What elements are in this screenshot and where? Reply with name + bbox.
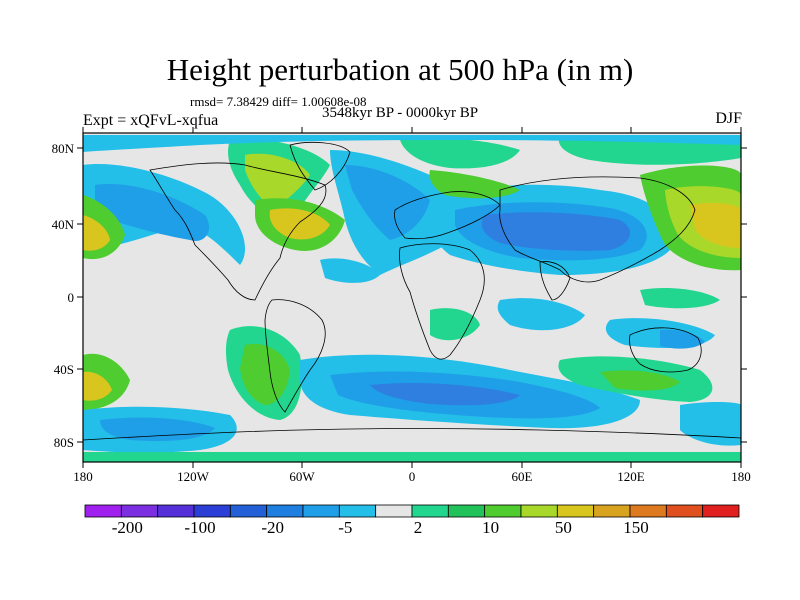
colorbar-label: 2 <box>414 518 423 537</box>
colorbar-label: 50 <box>555 518 572 537</box>
coastlines <box>83 141 741 441</box>
coast-north-america <box>149 162 327 301</box>
lon-label: 180 <box>731 469 751 484</box>
lon-label: 60E <box>512 469 533 484</box>
coast-asia <box>499 176 696 283</box>
positive-region-south-rim <box>83 452 741 462</box>
colorbar-swatch <box>84 504 122 518</box>
colorbar-label: 10 <box>482 518 499 537</box>
colorbar-swatch <box>593 504 631 518</box>
lon-label: 120W <box>177 469 210 484</box>
negative-region-satl-core <box>370 383 520 406</box>
map-title: Height perturbation at 500 hPa (in m) <box>166 52 634 87</box>
colorbar-swatch <box>229 504 268 518</box>
lon-label: 180 <box>73 469 93 484</box>
lat-label: 40S <box>54 362 74 377</box>
coast-europe <box>394 191 501 240</box>
positive-region-epacific-core <box>83 215 110 251</box>
positive-region-siberia <box>429 170 520 199</box>
colorbar-swatch <box>665 504 704 518</box>
negative-region-spac-east <box>680 401 741 446</box>
negative-region-npacific-core <box>95 184 210 241</box>
colorbar-swatch <box>193 504 231 518</box>
lon-label: 120E <box>617 469 645 484</box>
negative-region-tropics-pac-core <box>660 329 705 349</box>
positive-region-spac-west-core <box>83 371 112 401</box>
negative-region-atlantic-core <box>345 165 430 240</box>
positive-region-wpacific-core <box>690 202 741 248</box>
negative-region-spac-core <box>100 417 215 442</box>
colorbar-swatch <box>556 504 595 518</box>
contour-field <box>83 133 741 462</box>
colorbar-swatch <box>447 504 486 518</box>
colorbar-swatch <box>520 504 558 518</box>
experiment-label: Expt = xQFvL-xqfua <box>83 112 219 129</box>
positive-region-arctic <box>400 138 520 169</box>
period-label: 3548kyr BP - 0000kyr BP <box>322 105 479 121</box>
negative-region-npole <box>83 135 741 152</box>
coast-india <box>539 261 571 301</box>
coast-australia <box>629 327 702 373</box>
positive-region-sind-core <box>600 370 680 391</box>
colorbar-swatch <box>629 504 667 518</box>
negative-region-tropics-atl <box>320 258 380 283</box>
lat-label: 80S <box>54 435 74 450</box>
colorbar-swatch <box>266 504 304 518</box>
colorbar-swatch <box>375 504 413 518</box>
positive-region-natlantic-core <box>269 208 330 240</box>
colorbar-swatch <box>484 504 522 518</box>
colorbar-swatch <box>120 504 159 518</box>
lon-label: 0 <box>409 469 416 484</box>
colorbar-swatch <box>157 504 195 518</box>
positive-region-canada-core <box>245 153 310 210</box>
season-label: DJF <box>715 110 742 127</box>
coast-africa <box>399 243 485 360</box>
coast-south-america <box>264 299 326 413</box>
colorbar-label: -100 <box>184 518 215 537</box>
positive-region-sam-core <box>240 343 290 405</box>
stats-line: rmsd= 7.38429 diff= 1.00608e-08 <box>190 94 367 109</box>
coast-antarctica <box>83 428 741 441</box>
colorbar-swatch <box>702 504 740 518</box>
colorbar-label: -20 <box>261 518 284 537</box>
colorbar: -200 -100 -20 -5 2 10 50 150 <box>84 504 740 537</box>
lat-label: 80N <box>52 141 75 156</box>
positive-region-tropics-ind <box>430 308 480 341</box>
lat-label: 0 <box>68 290 75 305</box>
colorbar-label: 150 <box>623 518 649 537</box>
lon-label: 60W <box>289 469 315 484</box>
colorbar-swatch <box>411 504 449 518</box>
colorbar-label: -200 <box>112 518 143 537</box>
lat-label: 40N <box>52 217 75 232</box>
positive-region-tropics-pac <box>640 288 720 309</box>
negative-region-tropics-ind <box>497 298 585 331</box>
colorbar-swatch <box>302 504 340 518</box>
colorbar-swatch <box>338 504 377 518</box>
longitude-axis: 180 120W 60W 0 60E 120E 180 <box>73 127 751 484</box>
latitude-axis: 80N 40N 0 40S 80S <box>52 141 747 450</box>
coast-greenland <box>289 141 351 191</box>
colorbar-label: -5 <box>338 518 352 537</box>
negative-region-asia-core <box>481 212 631 251</box>
